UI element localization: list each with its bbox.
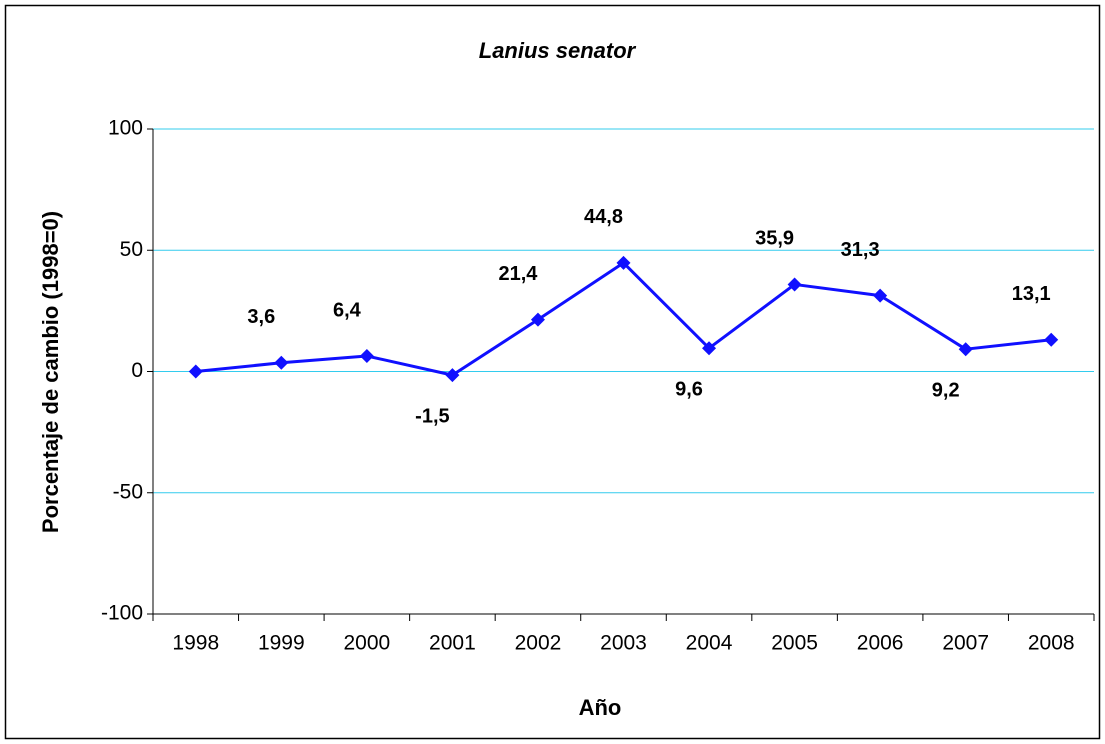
x-tick-label: 2000 xyxy=(344,632,391,655)
x-tick-label: 2005 xyxy=(771,632,818,655)
data-label: 9,2 xyxy=(932,379,960,401)
data-point xyxy=(702,341,717,356)
x-tick-label: 1999 xyxy=(258,632,305,655)
x-tick-label: 2001 xyxy=(429,632,476,655)
data-point xyxy=(787,277,802,292)
data-point xyxy=(188,364,203,379)
x-tick-label: 1998 xyxy=(172,632,219,655)
data-point xyxy=(445,368,460,383)
data-point xyxy=(616,255,631,270)
x-tick-label: 2007 xyxy=(942,632,989,655)
x-tick-label: 2004 xyxy=(686,632,733,655)
data-point xyxy=(1044,332,1059,347)
chart-title: Lanius senator xyxy=(479,38,637,63)
y-tick-label: 100 xyxy=(108,117,143,140)
data-point xyxy=(958,342,973,357)
data-label: 21,4 xyxy=(498,263,538,285)
data-point xyxy=(274,355,289,370)
data-point xyxy=(359,348,374,363)
y-tick-label: -100 xyxy=(101,602,143,625)
data-label: 13,1 xyxy=(1012,283,1051,305)
data-point xyxy=(530,312,545,327)
data-label: 44,8 xyxy=(584,206,623,228)
x-tick-label: 2003 xyxy=(600,632,647,655)
data-label: 35,9 xyxy=(755,228,794,250)
y-tick-label: -50 xyxy=(113,480,143,503)
data-label: -1,5 xyxy=(415,405,449,427)
x-tick-label: 2008 xyxy=(1028,632,1075,655)
data-label: 31,3 xyxy=(841,239,880,261)
x-axis-label: Año xyxy=(579,695,622,720)
data-label: 6,4 xyxy=(333,299,362,321)
y-tick-label: 0 xyxy=(131,359,143,382)
data-point xyxy=(873,288,888,303)
data-label: 9,6 xyxy=(675,379,703,401)
y-axis-label: Porcentaje de cambio (1998=0) xyxy=(38,211,63,533)
x-tick-label: 2002 xyxy=(515,632,562,655)
y-tick-label: 50 xyxy=(120,238,143,261)
x-tick-label: 2006 xyxy=(857,632,904,655)
data-label: 3,6 xyxy=(247,306,275,328)
